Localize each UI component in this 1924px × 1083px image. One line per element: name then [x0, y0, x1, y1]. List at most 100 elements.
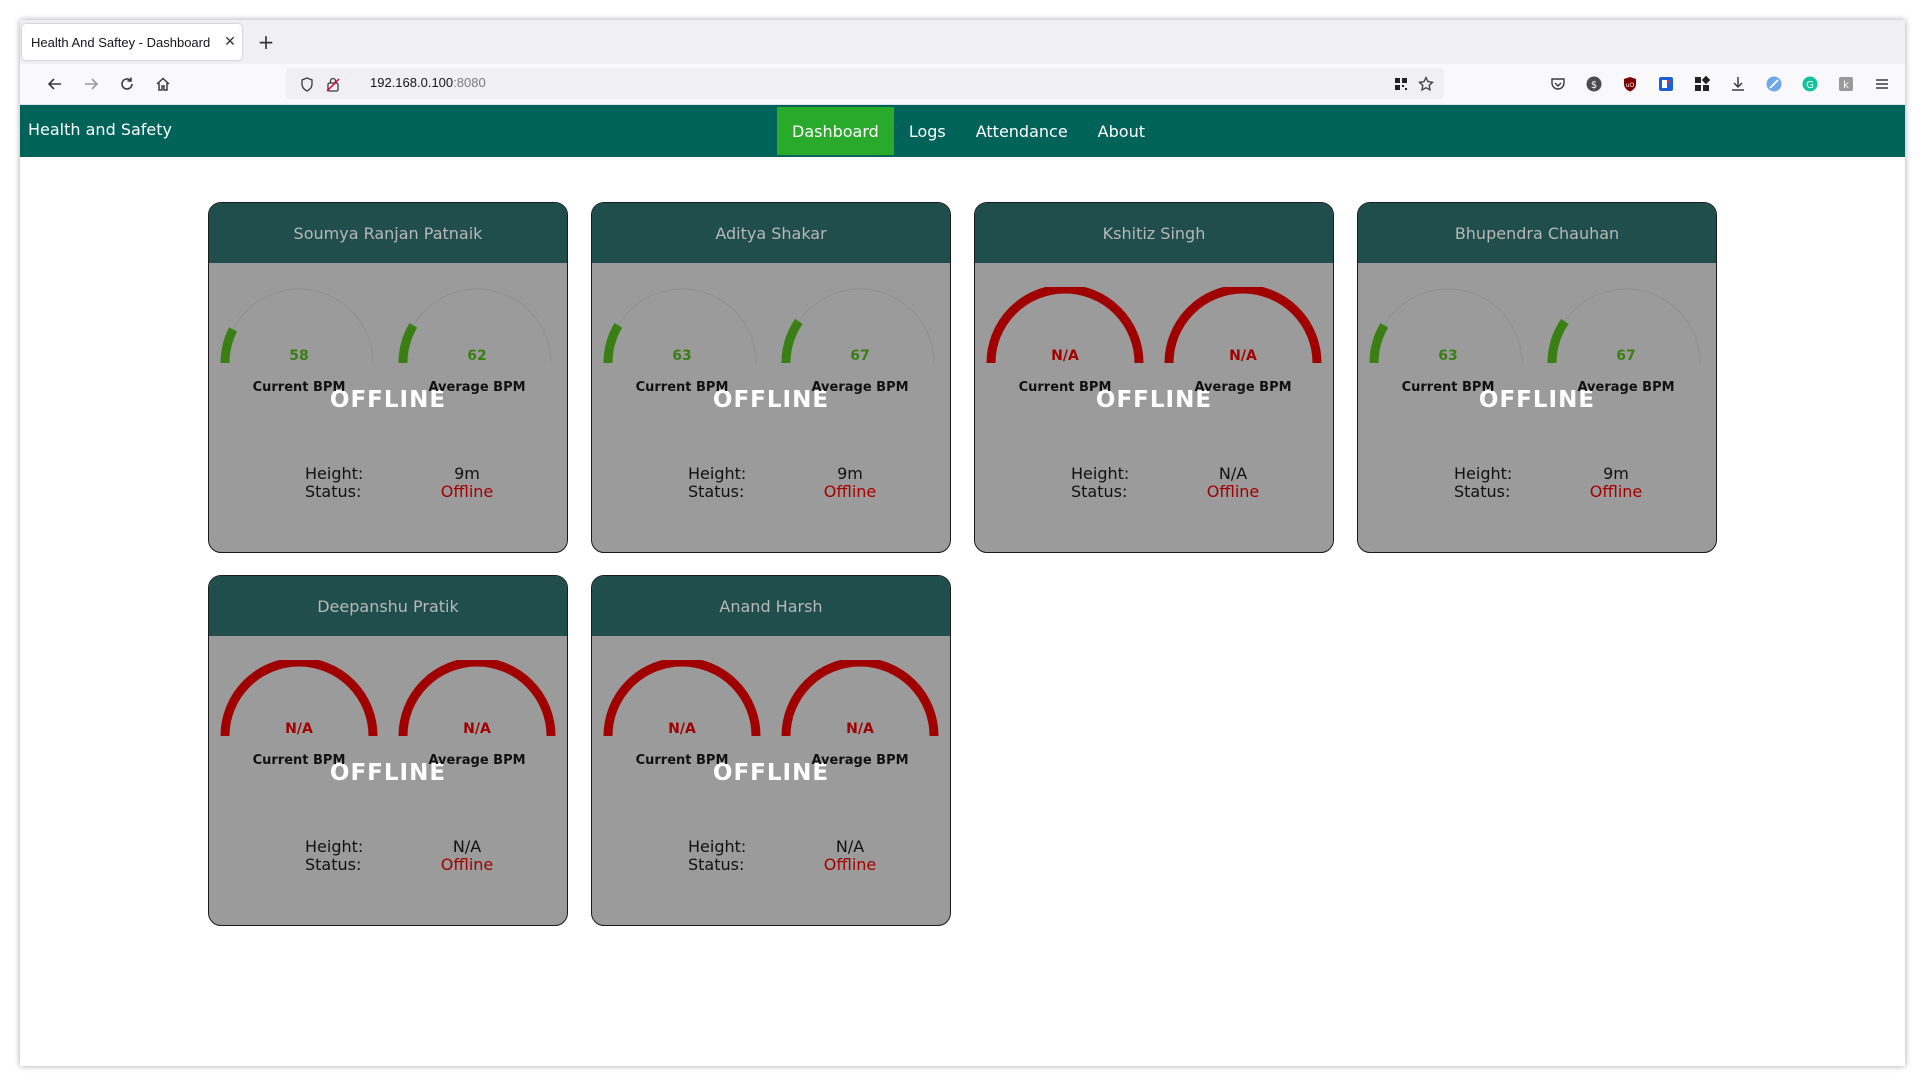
new-tab-icon[interactable]: +	[257, 30, 275, 54]
worker-name: Aditya Shakar	[592, 203, 950, 263]
average-bpm-gauge: N/A Average BPM	[1161, 287, 1325, 395]
nav-attendance[interactable]: Attendance	[975, 121, 1068, 141]
worker-card: Aditya Shakar 63 Current BPM 67 Average …	[591, 202, 951, 553]
insecure-lock-icon[interactable]	[324, 75, 342, 93]
connection-state: OFFLINE	[329, 387, 447, 413]
browser-toolbar: 192.168.0.100:8080 $ uO	[20, 64, 1905, 105]
extension-feather-icon[interactable]	[1764, 74, 1784, 94]
gauges: 63 Current BPM 67 Average BPM	[592, 263, 950, 395]
average-bpm-label: Average BPM	[428, 753, 526, 768]
worker-name: Soumya Ranjan Patnaik	[209, 203, 567, 263]
svg-text:G: G	[1806, 80, 1814, 91]
reload-icon[interactable]	[112, 70, 142, 98]
status-value: Offline	[1206, 482, 1260, 501]
current-bpm-gauge: N/A Current BPM	[983, 287, 1147, 395]
gauges: N/A Current BPM N/A Average BPM	[975, 263, 1333, 395]
extension-blue-icon[interactable]	[1656, 74, 1676, 94]
gauges: 63 Current BPM 67 Average BPM	[1358, 263, 1716, 395]
height-row: Height: 9m	[1358, 464, 1716, 483]
ublock-icon[interactable]: uO	[1620, 74, 1640, 94]
connection-state: OFFLINE	[712, 760, 830, 786]
average-bpm-label: Average BPM	[1577, 380, 1675, 395]
height-row: Height: 9m	[209, 464, 567, 483]
average-bpm-gauge: 62 Average BPM	[395, 287, 559, 395]
connection-state: OFFLINE	[329, 760, 447, 786]
gauges: N/A Current BPM N/A Average BPM	[209, 636, 567, 768]
connection-state: OFFLINE	[1095, 387, 1213, 413]
worker-name: Anand Harsh	[592, 576, 950, 636]
status-label: Status:	[688, 482, 745, 501]
home-icon[interactable]	[148, 70, 178, 98]
nav-logs[interactable]: Logs	[908, 121, 946, 141]
gauge-arc	[1369, 288, 1523, 364]
nav-about[interactable]: About	[1097, 121, 1145, 141]
shield-icon[interactable]	[298, 75, 316, 93]
average-bpm-label: Average BPM	[428, 380, 526, 395]
status-value: Offline	[440, 855, 494, 874]
qr-code-icon[interactable]	[1392, 75, 1410, 93]
bookmark-star-icon[interactable]	[1417, 75, 1435, 93]
close-tab-icon[interactable]: ✕	[224, 34, 236, 50]
worker-card: Soumya Ranjan Patnaik 58 Current BPM 62 …	[208, 202, 568, 553]
average-bpm-label: Average BPM	[1194, 380, 1292, 395]
average-bpm-gauge: N/A Average BPM	[395, 660, 559, 768]
average-bpm-gauge: 67 Average BPM	[1544, 287, 1708, 395]
browser-window: Health And Saftey - Dashboard ✕ + 192.16…	[20, 20, 1905, 1066]
status-value: Offline	[823, 855, 877, 874]
height-row: Height: N/A	[975, 464, 1333, 483]
height-row: Height: N/A	[592, 837, 950, 856]
worker-name: Kshitiz Singh	[975, 203, 1333, 263]
current-bpm-label: Current BPM	[252, 753, 346, 768]
gauge-arc	[603, 660, 761, 737]
height-label: Height:	[688, 464, 747, 483]
gauge-arc	[781, 660, 939, 737]
browser-tab[interactable]: Health And Saftey - Dashboard ✕	[22, 24, 242, 60]
url-port: :8080	[453, 75, 486, 90]
extensions-grid-icon[interactable]	[1692, 74, 1712, 94]
status-row: Status: Offline	[1358, 482, 1716, 501]
gauge-arc	[603, 288, 757, 364]
forward-icon[interactable]	[76, 70, 106, 98]
gauge-arc	[781, 288, 935, 364]
nav-links: Dashboard Logs Attendance About	[777, 107, 1160, 155]
gauges: N/A Current BPM N/A Average BPM	[592, 636, 950, 768]
back-icon[interactable]	[40, 70, 70, 98]
status-row: Status: Offline	[209, 482, 567, 501]
gauge-arc	[220, 660, 378, 737]
status-row: Status: Offline	[592, 482, 950, 501]
current-bpm-value: 63	[1438, 348, 1458, 364]
brand[interactable]: Health and Safety	[28, 120, 172, 139]
app-navbar: Health and Safety Dashboard Logs Attenda…	[20, 105, 1905, 157]
extension-gray-icon[interactable]: k	[1836, 74, 1856, 94]
gauge-arc	[1164, 287, 1322, 364]
height-label: Height:	[305, 464, 364, 483]
current-bpm-value: 63	[672, 348, 692, 364]
current-bpm-gauge: 63 Current BPM	[1366, 287, 1530, 395]
url-text[interactable]: 192.168.0.100:8080	[370, 75, 486, 90]
url-bar[interactable]: 192.168.0.100:8080	[286, 68, 1444, 99]
current-bpm-gauge: 63 Current BPM	[600, 287, 764, 395]
average-bpm-value: N/A	[463, 721, 491, 737]
connection-state: OFFLINE	[712, 387, 830, 413]
current-bpm-value: 58	[289, 348, 309, 364]
gauge-arc	[398, 288, 552, 364]
current-bpm-gauge: 58 Current BPM	[217, 287, 381, 395]
average-bpm-value: N/A	[1229, 348, 1257, 364]
worker-card: Deepanshu Pratik N/A Current BPM N/A Ave…	[208, 575, 568, 926]
grammarly-icon[interactable]: G	[1800, 74, 1820, 94]
menu-icon[interactable]	[1872, 74, 1892, 94]
tab-title: Health And Saftey - Dashboard	[31, 34, 211, 50]
worker-info: Height: N/A Status: Offline	[975, 464, 1333, 501]
extension-s-icon[interactable]: $	[1584, 74, 1604, 94]
height-label: Height:	[305, 837, 364, 856]
nav-dashboard[interactable]: Dashboard	[777, 107, 894, 155]
status-label: Status:	[305, 855, 362, 874]
status-value: Offline	[1589, 482, 1643, 501]
gauge-arc	[220, 288, 374, 364]
pocket-icon[interactable]	[1548, 74, 1568, 94]
height-value: N/A	[1218, 464, 1248, 483]
worker-info: Height: N/A Status: Offline	[592, 837, 950, 874]
status-label: Status:	[688, 855, 745, 874]
download-icon[interactable]	[1728, 74, 1748, 94]
current-bpm-value: N/A	[285, 721, 313, 737]
